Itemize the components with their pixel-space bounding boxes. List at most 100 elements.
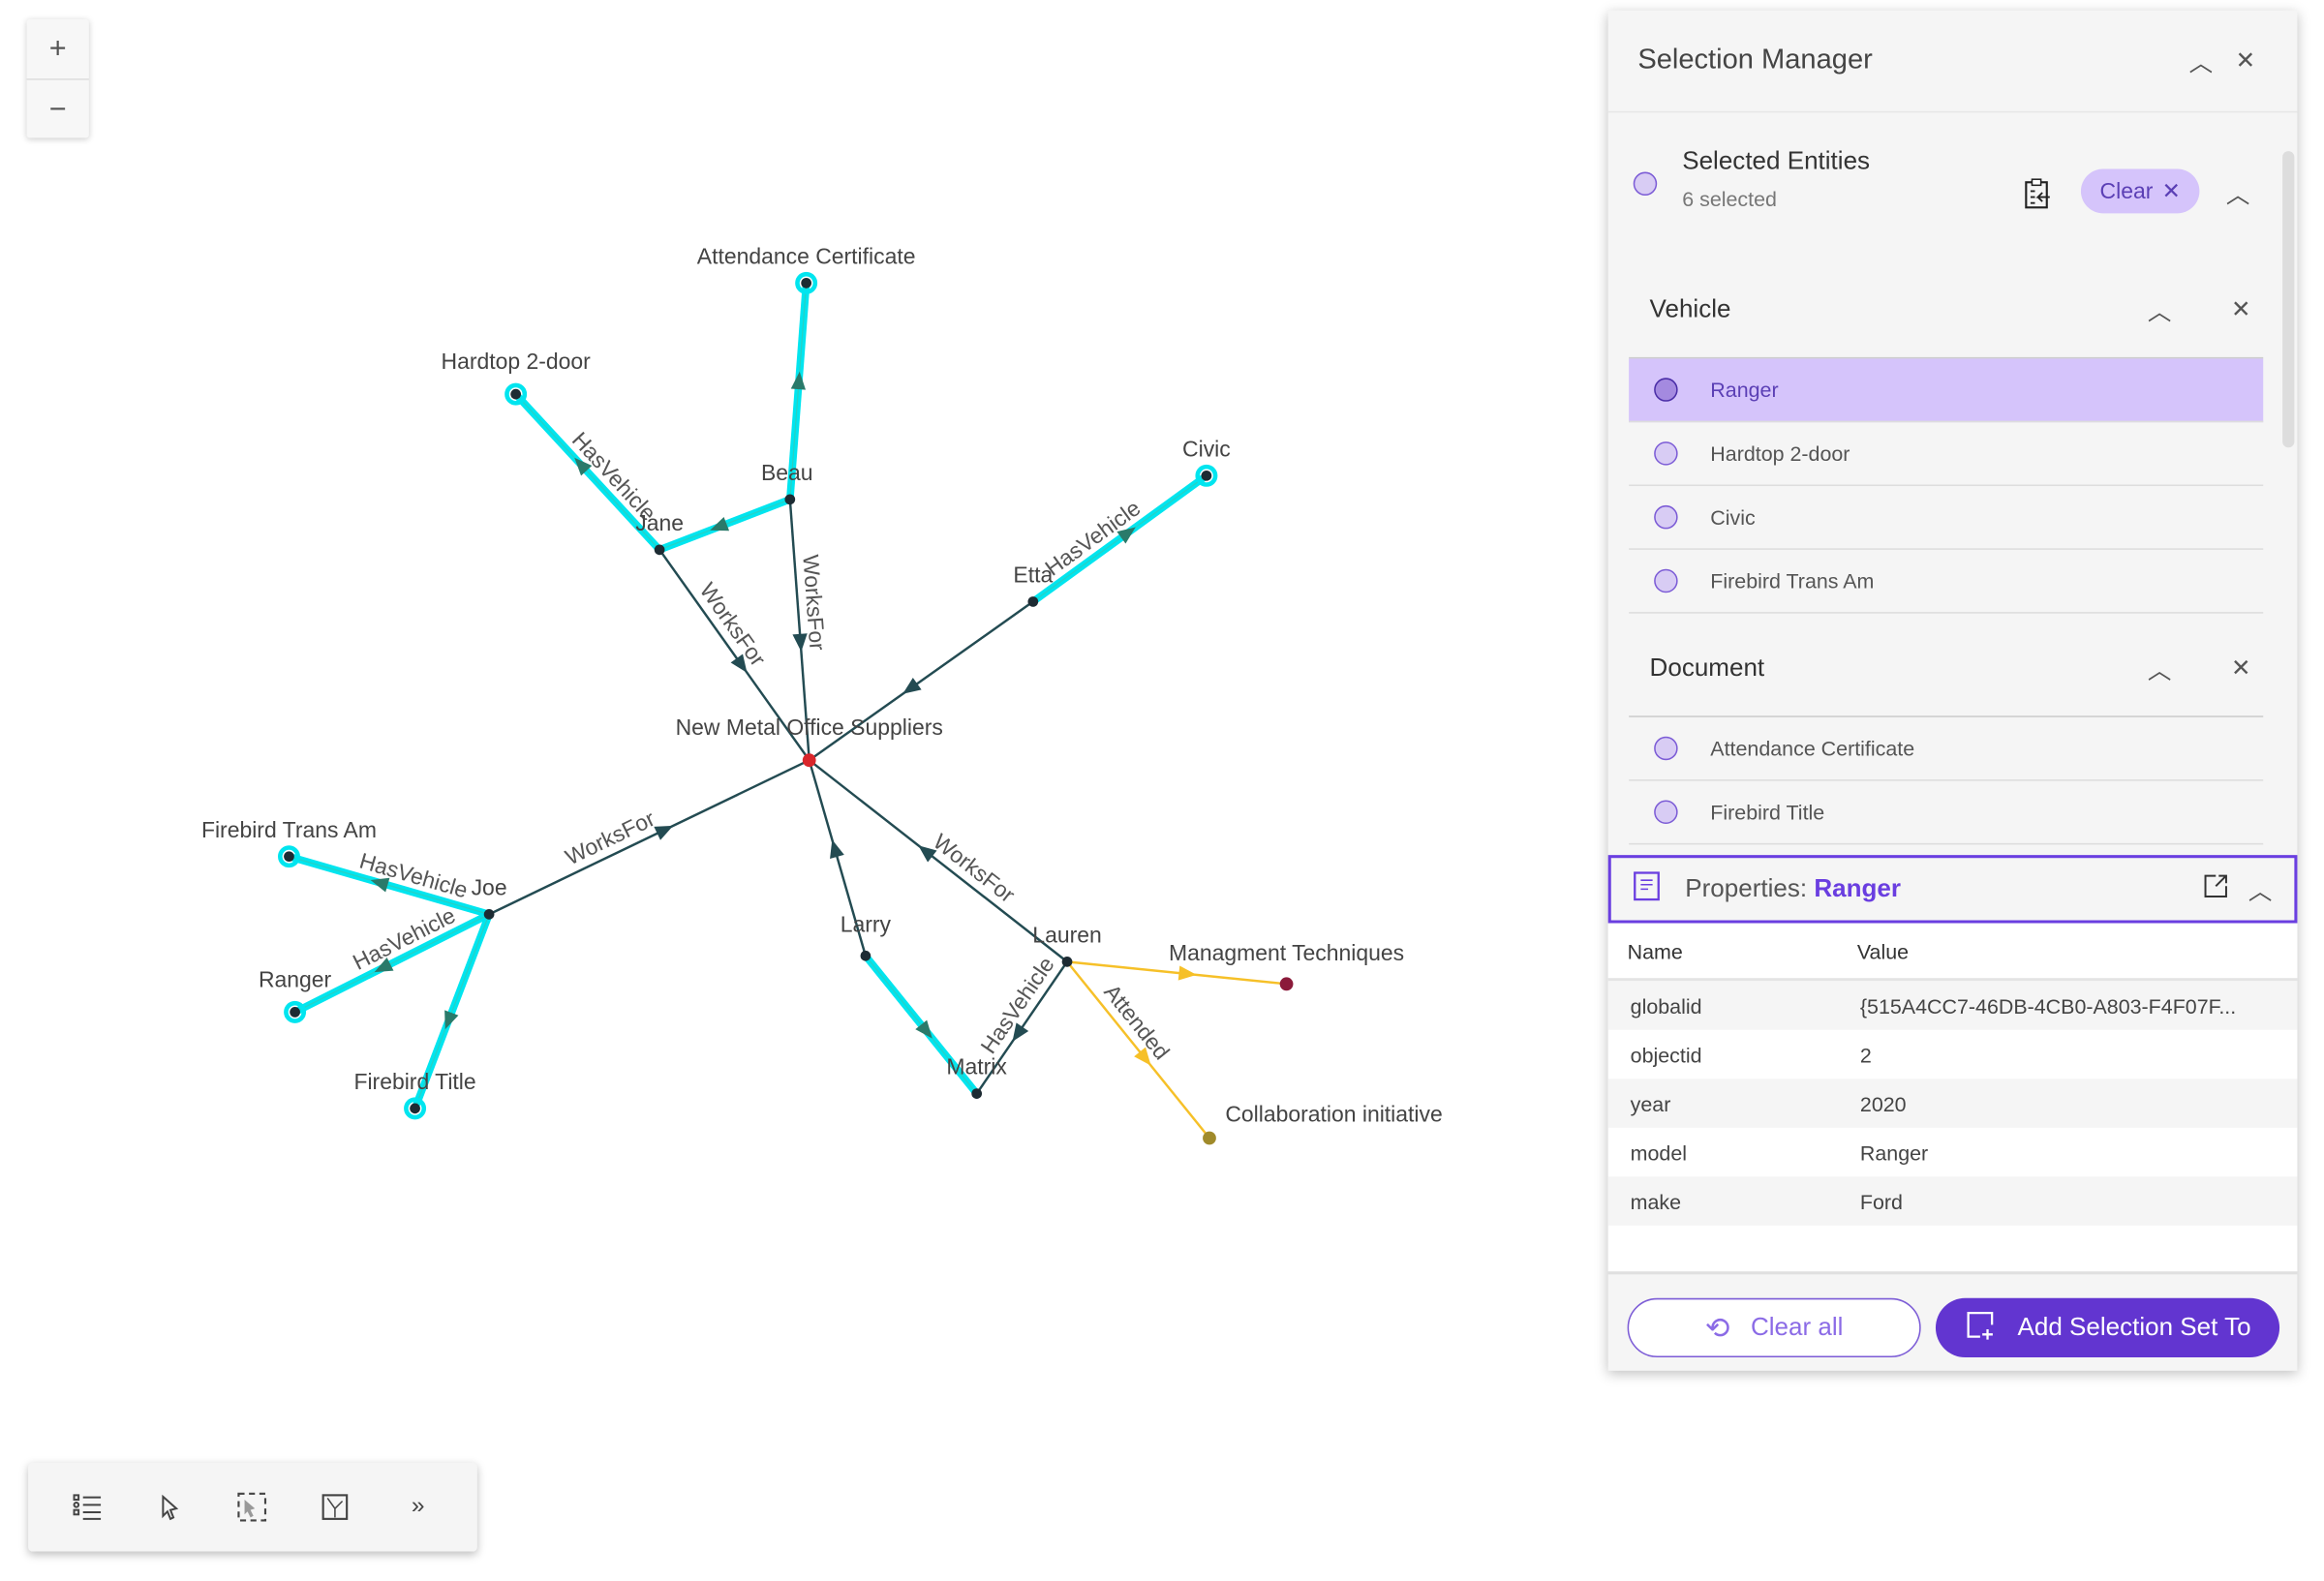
close-icon[interactable]: ✕	[2235, 48, 2256, 75]
edge-label: WorksFor	[695, 578, 772, 671]
lasso-select-icon[interactable]	[235, 1489, 271, 1525]
list-item[interactable]: Firebird Trans Am	[1629, 550, 2264, 614]
node-label: Firebird Trans Am	[201, 817, 377, 842]
edge-lauren-collab[interactable]: Attended	[1066, 960, 1210, 1140]
edge-beau-cert[interactable]	[785, 283, 810, 501]
list-item[interactable]: Ranger	[1629, 358, 2264, 423]
node-joe[interactable]: Joe	[472, 874, 507, 920]
node-etta[interactable]: Etta	[1013, 562, 1053, 607]
node-label: Ranger	[259, 966, 332, 991]
selected-count: 6 selected	[1682, 186, 1777, 211]
edge-arrow-icon	[902, 677, 922, 694]
edge-joe-ftitle[interactable]	[411, 913, 493, 1110]
more-icon[interactable]: »	[411, 1493, 425, 1519]
node-jane[interactable]: Jane	[635, 510, 684, 556]
edge-arrow-icon	[374, 957, 394, 973]
scrollbar[interactable]	[2282, 151, 2295, 448]
node-mgmt[interactable]: Managment Techniques	[1169, 940, 1404, 991]
collapse-icon[interactable]: ︿	[2248, 880, 2273, 906]
bottom-toolbar: »	[28, 1462, 477, 1552]
properties-table: Name Value globalid {515A4CC7-46DB-4CB0-A8…	[1607, 923, 2298, 1272]
clear-all-button[interactable]: ⟲ Clear all	[1627, 1297, 1921, 1358]
table-row: make Ford	[1607, 1176, 2298, 1226]
item-label: Firebird Trans Am	[1710, 568, 1875, 593]
table-row: objectid 2	[1608, 1030, 2298, 1079]
clear-chip-label: Clear	[2099, 178, 2154, 204]
node-label: Etta	[1013, 562, 1053, 588]
node-beau[interactable]: Beau	[761, 460, 813, 505]
edge-lauren-mgmt[interactable]	[1066, 960, 1287, 986]
close-icon[interactable]: ✕	[2231, 297, 2251, 323]
edge-larry-matrix[interactable]	[862, 953, 980, 1096]
collapse-icon[interactable]: ︿	[2188, 51, 2214, 77]
edge-label: HasVehicle	[1040, 495, 1145, 580]
entity-circle-icon	[1654, 441, 1678, 466]
item-label: Attendance Certificate	[1710, 736, 1915, 761]
node-label: New Metal Office Suppliers	[676, 714, 943, 740]
node-label: Civic	[1182, 436, 1231, 461]
prop-value: Ranger	[1859, 1140, 1929, 1165]
edge-joe-fta[interactable]: HasVehicle	[288, 848, 491, 919]
edge-arrow-icon	[654, 825, 674, 840]
properties-header: Properties: Ranger ︿	[1607, 855, 2298, 924]
edge-joe-nmos[interactable]: WorksFor	[488, 759, 810, 916]
node-label: Beau	[761, 460, 813, 485]
properties-entity: Ranger	[1814, 874, 1902, 903]
list-item[interactable]: Civic	[1629, 486, 2264, 550]
node-label: Collaboration initiative	[1225, 1102, 1442, 1127]
node-label: Joe	[472, 874, 507, 899]
node-label: Attendance Certificate	[697, 243, 916, 268]
zoom-controls: + −	[26, 18, 89, 139]
prop-value: 2020	[1859, 1091, 1907, 1115]
close-icon[interactable]: ✕	[2231, 656, 2251, 683]
edge-arrow-icon	[792, 633, 808, 653]
list-item[interactable]: Hardtop 2-door	[1629, 422, 2264, 487]
node-ftitle[interactable]: Firebird Title	[353, 1069, 476, 1120]
edge-etta-nmos[interactable]	[808, 600, 1034, 762]
list-item[interactable]: Attendance Certificate	[1629, 717, 2264, 781]
edge-arrow-icon	[1134, 1047, 1151, 1066]
clear-chip-button[interactable]: Clear ✕	[2080, 168, 2200, 214]
entity-circle-icon	[1654, 736, 1678, 761]
node-civic[interactable]: Civic	[1182, 436, 1231, 487]
zoom-in-button[interactable]: +	[48, 31, 67, 65]
collapse-icon[interactable]: ︿	[2225, 183, 2250, 209]
add-selection-set-button[interactable]: Add Selection Set To	[1935, 1297, 2280, 1358]
collapse-icon[interactable]: ︿	[2147, 300, 2172, 326]
layout-icon[interactable]	[318, 1489, 353, 1525]
clipboard-icon[interactable]	[2023, 178, 2053, 218]
item-label: Ranger	[1710, 378, 1779, 402]
node-hardtop[interactable]: Hardtop 2-door	[442, 349, 592, 406]
node-ranger[interactable]: Ranger	[259, 966, 332, 1023]
panel-header: Selection Manager ︿ ✕	[1607, 11, 2298, 113]
edge-etta-civic[interactable]: HasVehicle	[1030, 472, 1209, 605]
group-vehicle: Vehicle ︿ ✕ Ranger Hardtop 2-door Civic Fi…	[1629, 280, 2264, 614]
node-larry[interactable]: Larry	[841, 912, 892, 961]
edge-arrow-icon	[915, 1019, 933, 1039]
node-fta[interactable]: Firebird Trans Am	[201, 817, 377, 868]
edge-arrow-icon	[790, 371, 807, 390]
edge-label: WorksFor	[562, 806, 659, 870]
zoom-out-button[interactable]: −	[26, 78, 89, 139]
node-label: Matrix	[946, 1054, 1007, 1079]
properties-label: Properties:	[1685, 874, 1815, 903]
collapse-icon[interactable]: ︿	[2147, 659, 2172, 685]
edge-arrow-icon	[918, 845, 937, 863]
node-label: Lauren	[1032, 922, 1101, 947]
edge-larry-nmos[interactable]	[808, 759, 868, 957]
edge-arrow-icon	[370, 877, 390, 893]
node-matrix[interactable]: Matrix	[946, 1054, 1007, 1099]
reset-icon: ⟲	[1704, 1312, 1730, 1346]
node-nmos[interactable]: New Metal Office Suppliers	[676, 714, 943, 768]
edge-beau-jane[interactable]	[657, 496, 792, 554]
item-label: Firebird Title	[1710, 800, 1825, 825]
open-external-icon[interactable]	[2193, 872, 2238, 906]
list-icon[interactable]	[70, 1489, 106, 1525]
node-lauren[interactable]: Lauren	[1032, 922, 1102, 967]
list-item[interactable]: Firebird Title	[1629, 781, 2264, 845]
edge-arrow-icon	[710, 516, 730, 532]
node-collab[interactable]: Collaboration initiative	[1203, 1102, 1443, 1145]
select-pointer-icon[interactable]	[152, 1489, 188, 1525]
node-cert[interactable]: Attendance Certificate	[697, 243, 916, 294]
